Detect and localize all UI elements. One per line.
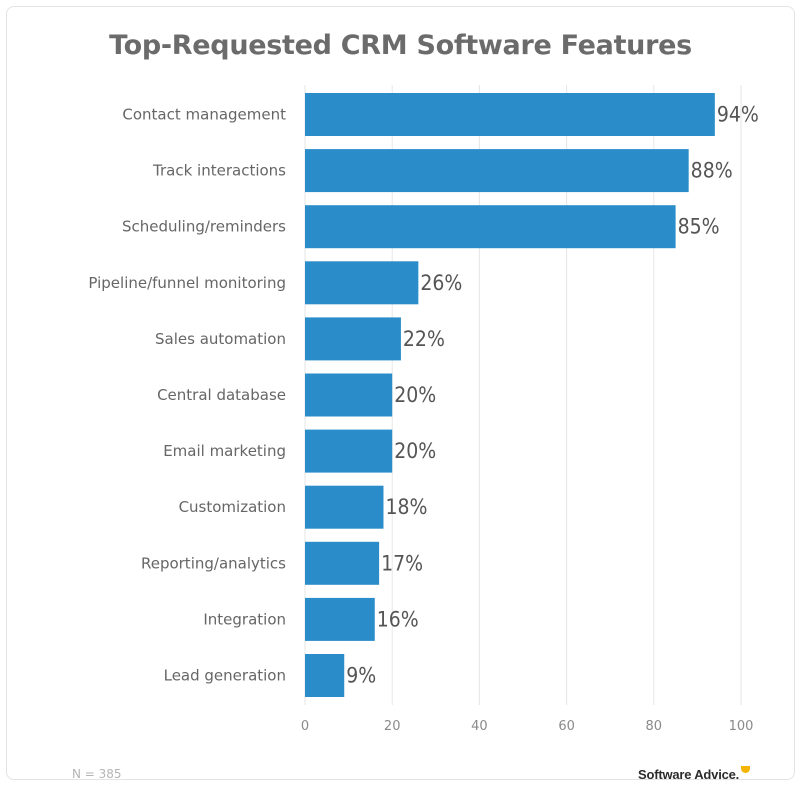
category-label: Integration xyxy=(203,610,286,628)
value-labels: 94% 88% 85% 26% 22% 20% 20% 18% 17% 16% 9% xyxy=(346,103,759,688)
brand-name: Software Advice. xyxy=(638,767,740,782)
category-label: Pipeline/funnel monitoring xyxy=(88,274,286,292)
bar xyxy=(305,541,380,585)
bar xyxy=(305,429,393,473)
category-label: Contact management xyxy=(122,106,286,124)
bar xyxy=(305,654,345,697)
value-label: 22% xyxy=(403,327,445,351)
value-label: 18% xyxy=(385,495,427,519)
value-label: 85% xyxy=(678,215,720,239)
x-tick-label: 80 xyxy=(646,719,663,734)
value-label: 17% xyxy=(381,551,423,575)
bar xyxy=(305,485,384,529)
value-label: 88% xyxy=(691,159,733,183)
bar xyxy=(305,149,689,193)
category-labels: Contact management Track interactions Sche… xyxy=(88,106,286,685)
x-tick-label: 0 xyxy=(301,719,309,734)
bar xyxy=(305,597,375,641)
bar xyxy=(305,261,419,305)
bar xyxy=(305,317,401,361)
value-label: 20% xyxy=(394,439,436,463)
category-label: Track interactions xyxy=(152,162,286,180)
value-label: 20% xyxy=(394,383,436,407)
value-label: 16% xyxy=(377,607,419,631)
value-label: 9% xyxy=(346,664,376,688)
bar xyxy=(305,93,715,136)
category-label: Central database xyxy=(157,386,286,404)
brand-mark-icon xyxy=(741,766,751,773)
bar xyxy=(305,205,676,249)
value-label: 26% xyxy=(420,271,462,295)
category-label: Scheduling/reminders xyxy=(122,218,286,236)
x-tick-label: 40 xyxy=(471,719,488,734)
category-label: Sales automation xyxy=(155,330,286,348)
category-label: Email marketing xyxy=(163,442,286,460)
category-label: Lead generation xyxy=(164,667,286,685)
x-tick-label: 20 xyxy=(384,719,401,734)
value-label: 94% xyxy=(717,103,759,127)
x-tick-label: 60 xyxy=(558,719,575,734)
bars xyxy=(305,93,715,697)
sample-size-note: N = 385 xyxy=(72,767,122,781)
chart-title: Top-Requested CRM Software Features xyxy=(109,30,692,61)
brand-logo: Software Advice. xyxy=(638,766,751,782)
category-label: Reporting/analytics xyxy=(141,554,286,572)
x-tick-label: 100 xyxy=(729,719,754,734)
x-axis-ticks: 0 20 40 60 80 100 xyxy=(301,719,754,734)
category-label: Customization xyxy=(179,498,286,516)
bar xyxy=(305,373,393,417)
